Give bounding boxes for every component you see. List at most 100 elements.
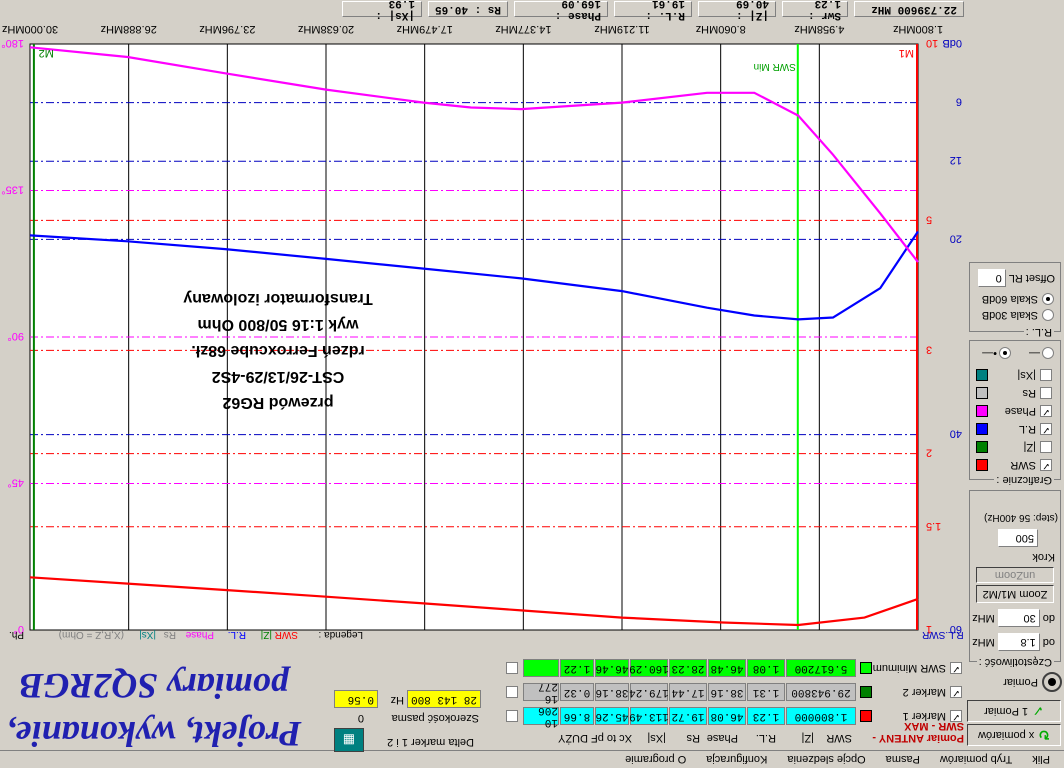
scale60-radio[interactable] bbox=[1042, 293, 1054, 305]
marker-value-cell: 38.16 bbox=[708, 683, 746, 701]
chart-area: 1.800MHz 4.958MHz 8.060MHz 11.219MHz 14.377M… bbox=[0, 18, 968, 644]
legend-label: |Z| bbox=[1023, 441, 1036, 453]
x-tick-label: 11.219MHz bbox=[594, 23, 649, 35]
do-label: do bbox=[1042, 612, 1055, 624]
rl-group-title: R.L. : bbox=[1023, 326, 1054, 338]
legend-swatch[interactable] bbox=[976, 459, 988, 471]
marker-value-cell: 46.48 bbox=[708, 659, 746, 677]
marker-row-0[interactable]: ✓ Marker 1 1.800000 1.23 46.08 19.72 113.49 45.… bbox=[506, 704, 962, 728]
legend-checkbox[interactable]: ✓ bbox=[1040, 459, 1052, 471]
scale60-option[interactable]: Skala 60dB bbox=[982, 293, 1054, 305]
marker-value-cell: 17.44 bbox=[669, 683, 707, 701]
scale60-label: Skala 60dB bbox=[981, 293, 1038, 305]
rl-tick-label: 0dB bbox=[942, 37, 962, 49]
marker-value-cell: 46.08 bbox=[708, 707, 746, 725]
calculator-icon[interactable]: ▦ bbox=[334, 728, 364, 752]
legend-swatch[interactable] bbox=[976, 423, 988, 435]
phase-tick-label: 45° bbox=[7, 477, 24, 489]
freq-to-row: do 30 MHz bbox=[972, 609, 1055, 627]
legend-item-3[interactable]: ✓ Phase bbox=[976, 405, 1052, 417]
menu-item-5[interactable]: O programie bbox=[625, 753, 687, 766]
marker-extra-checkbox[interactable] bbox=[506, 710, 518, 722]
status-phase: Phase : 169.09 bbox=[514, 0, 608, 21]
legend-item-4[interactable]: Rs bbox=[976, 387, 1052, 399]
marker-color-swatch[interactable] bbox=[860, 662, 872, 674]
legend-checkbox[interactable]: ✓ bbox=[1040, 423, 1052, 435]
author-logo: Projekt, wykonanie, pomiary SQ2RGB bbox=[4, 648, 304, 758]
scale30-label: Skala 30dB bbox=[981, 309, 1038, 321]
marker-extra-checkbox[interactable] bbox=[506, 662, 518, 674]
rl-tick-label: 20 bbox=[950, 232, 962, 244]
legend-checkbox[interactable] bbox=[1040, 441, 1052, 453]
legend-swatch[interactable] bbox=[976, 369, 988, 381]
marker-checkbox[interactable]: ✓ bbox=[950, 710, 962, 722]
pomiar-option[interactable]: Pomiar bbox=[1003, 672, 1062, 692]
marker-extra-checkbox[interactable] bbox=[506, 686, 518, 698]
line-solid-radio[interactable] bbox=[1042, 347, 1054, 359]
measure-series-button[interactable]: ↻ x pomiarów bbox=[967, 724, 1061, 746]
legend-checkbox[interactable]: ✓ bbox=[1040, 405, 1052, 417]
line-dot-radio[interactable] bbox=[999, 347, 1011, 359]
line-style-solid[interactable]: — bbox=[1029, 347, 1054, 359]
krok-value-row: 500 bbox=[998, 529, 1038, 547]
status-freq: 22.739600 MHz bbox=[854, 1, 964, 17]
marker-label-swrmin: SWR Min bbox=[754, 61, 796, 72]
chart-legend-title: Legenda : bbox=[319, 629, 364, 640]
marker-value-cell: 8.66 bbox=[560, 707, 594, 725]
freq-to-input[interactable]: 30 bbox=[997, 609, 1040, 627]
marker-value-cell: 45.26 bbox=[595, 707, 629, 725]
logo-line-1: Projekt, wykonanie, bbox=[6, 714, 302, 754]
series-line-swr bbox=[29, 576, 919, 627]
marker-label: Marker 2 bbox=[902, 686, 946, 698]
unzoom-button[interactable]: unZoom bbox=[976, 567, 1054, 583]
legend-swatch[interactable] bbox=[976, 387, 988, 399]
zoom-button[interactable]: Zoom M1/M2 bbox=[976, 585, 1054, 603]
legend-checkbox[interactable] bbox=[1040, 387, 1052, 399]
legend-label: Phase bbox=[1004, 405, 1036, 417]
swr-tick-label: 2 bbox=[926, 447, 932, 459]
pomiar-label: Pomiar bbox=[1003, 676, 1038, 688]
marker-value-cell: 179.24 bbox=[629, 683, 669, 701]
menu-item-2[interactable]: Pasma bbox=[885, 753, 920, 766]
menu-item-0[interactable]: Plik bbox=[1032, 753, 1050, 766]
x-tick-label: 14.377MHz bbox=[495, 23, 551, 35]
logo-line-2: pomiary SQ2RGB bbox=[19, 666, 289, 706]
menu-item-3[interactable]: Opcje sledzenia bbox=[787, 753, 866, 766]
offset-input[interactable]: 0 bbox=[977, 269, 1006, 287]
freq-from-input[interactable]: 1.8 bbox=[997, 633, 1040, 651]
legend-checkbox[interactable] bbox=[1040, 369, 1052, 381]
marker-freq-cell: 29.943800 bbox=[786, 683, 856, 701]
menu-item-1[interactable]: Tryb pomiarów bbox=[939, 753, 1013, 766]
marker-color-swatch[interactable] bbox=[860, 710, 872, 722]
swr-tick-label: 5 bbox=[926, 213, 932, 225]
krok-input[interactable]: 500 bbox=[998, 529, 1038, 547]
marker-row-1[interactable]: ✓ Marker 2 29.943800 1.31 38.16 17.44 179.24 38… bbox=[506, 680, 962, 704]
unzoom-label: unZoom bbox=[994, 569, 1036, 581]
swr-tick-label: 1.5 bbox=[926, 520, 941, 532]
scale30-option[interactable]: Skala 30dB bbox=[982, 309, 1054, 321]
marker-color-swatch[interactable] bbox=[860, 686, 872, 698]
chart-legend-entry: Phase bbox=[185, 629, 214, 640]
marker-row-2[interactable]: ✓ SWR Minimum 5.617200 1.08 46.48 28.23 160.29… bbox=[506, 658, 962, 678]
od-label: od bbox=[1042, 636, 1055, 648]
marker-value-cell: 0.32 bbox=[560, 683, 594, 701]
legend-swatch[interactable] bbox=[976, 405, 988, 417]
measure-series-label: x pomiarów bbox=[978, 729, 1035, 741]
legend-item-1[interactable]: |Z| bbox=[976, 441, 1052, 453]
marker-checkbox[interactable]: ✓ bbox=[950, 686, 962, 698]
legend-item-2[interactable]: ✓ R.L bbox=[976, 423, 1052, 435]
scale30-radio[interactable] bbox=[1042, 309, 1054, 321]
marker-value-cell: 46.46 bbox=[595, 659, 629, 677]
legend-item-5[interactable]: |Xs| bbox=[976, 369, 1052, 381]
single-measure-label: 1 Pomiar bbox=[984, 705, 1029, 717]
pomiar-radio[interactable] bbox=[1042, 672, 1062, 692]
marker-checkbox[interactable]: ✓ bbox=[950, 662, 962, 674]
line-style-dot[interactable]: •— bbox=[982, 347, 1011, 359]
legend-swatch[interactable] bbox=[976, 441, 988, 453]
zoom-label: Zoom M1/M2 bbox=[982, 588, 1048, 600]
left-axis-label: R.L.SWR bbox=[922, 629, 964, 640]
phase-tick-label: 135° bbox=[1, 184, 24, 196]
single-measure-button[interactable]: ✓ 1 Pomiar bbox=[967, 700, 1061, 722]
legend-item-0[interactable]: ✓ SWR bbox=[976, 459, 1052, 471]
menu-item-4[interactable]: Konfiguracja bbox=[706, 753, 768, 766]
